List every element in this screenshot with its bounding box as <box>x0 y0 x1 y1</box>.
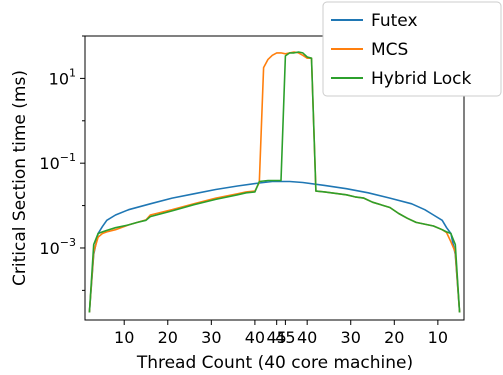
x-tick-label: 30 <box>201 328 221 347</box>
y-axis-label: Critical Section time (ms) <box>10 70 30 286</box>
legend-box <box>322 1 502 97</box>
x-tick-label: 10 <box>114 328 134 347</box>
series-layer <box>88 51 461 313</box>
x-tick-label: 10 <box>428 328 448 347</box>
series-line-hybrid-lock <box>88 51 461 313</box>
legend-label-futex: Futex <box>371 11 418 31</box>
x-tick-label: 30 <box>341 328 361 347</box>
y-tick-label: 101 <box>49 66 76 88</box>
x-tick-label: 20 <box>384 328 404 347</box>
legend-label-hybrid-lock: Hybrid Lock <box>371 69 471 89</box>
x-tick-label: 40 <box>297 328 317 347</box>
x-tick-label: 45 <box>266 328 286 347</box>
plot-frame <box>84 35 465 321</box>
x-tick-label: 45 <box>275 328 295 347</box>
x-tick-label: 40 <box>245 328 265 347</box>
x-tick-label: 20 <box>158 328 178 347</box>
x-axis-label: Thread Count (40 core machine) <box>136 353 413 373</box>
y-tick-label: 10−1 <box>39 151 76 173</box>
legend-label-mcs: MCS <box>371 40 408 60</box>
y-axis-ticks: 10−3 10−1 101 <box>39 35 85 291</box>
legend: Futex MCS Hybrid Lock <box>322 1 502 97</box>
series-line-futex <box>88 180 461 313</box>
y-tick-label: 10−3 <box>39 236 76 258</box>
